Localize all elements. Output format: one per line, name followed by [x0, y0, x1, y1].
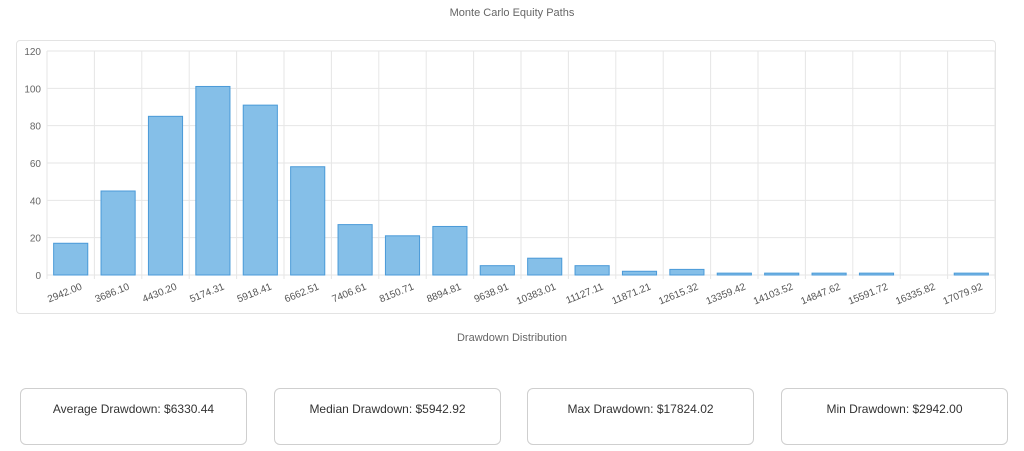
histogram-bar — [147, 115, 184, 276]
x-tick-label: 8894.81 — [425, 281, 463, 305]
histogram-bar — [242, 104, 278, 276]
histogram-bar — [716, 272, 752, 276]
chart-panel: 0 20 40 60 80 100 120 2942.00 3686.10 4430.20 517… — [16, 40, 996, 314]
histogram-bar — [953, 272, 989, 276]
histogram-bar — [574, 265, 610, 276]
x-tick-label: 16335.82 — [894, 281, 937, 307]
histogram-bar — [527, 257, 563, 276]
x-tick-label: 15591.72 — [847, 281, 890, 307]
y-axis-ticks: 0 20 40 60 80 100 120 — [24, 47, 41, 282]
stat-card-max: Max Drawdown: $17824.02 — [527, 388, 754, 445]
y-tick-label: 0 — [35, 271, 41, 282]
histogram-bar — [858, 272, 895, 276]
x-tick-label: 13359.42 — [705, 281, 748, 307]
x-tick-label: 5918.41 — [236, 281, 274, 305]
histogram-chart: 0 20 40 60 80 100 120 2942.00 3686.10 4430.20 517… — [24, 47, 996, 307]
x-axis-ticks: 2942.00 3686.10 4430.20 5174.31 5918.41 6662.… — [46, 281, 985, 307]
bars-layer — [53, 85, 989, 276]
stat-card-average: Average Drawdown: $6330.44 — [20, 388, 247, 445]
histogram-bar — [764, 272, 800, 276]
histogram-bar — [195, 85, 231, 276]
stat-card-min: Min Drawdown: $2942.00 — [781, 388, 1008, 445]
min-drawdown-label: Min Drawdown: $2942.00 — [826, 402, 963, 416]
x-tick-label: 7406.61 — [331, 281, 369, 305]
average-drawdown-label: Average Drawdown: $6330.44 — [52, 402, 215, 416]
x-tick-label: 17079.92 — [942, 281, 985, 307]
x-tick-label: 14103.52 — [752, 281, 795, 307]
histogram-bar — [432, 225, 468, 276]
x-tick-label: 6662.51 — [283, 281, 321, 305]
stats-row: Average Drawdown: $6330.44 Median Drawdo… — [20, 388, 1010, 446]
grid-layer — [46, 50, 996, 279]
chart-subtitle: Drawdown Distribution — [456, 332, 568, 344]
histogram-bar — [337, 224, 373, 276]
stat-card-median: Median Drawdown: $5942.92 — [274, 388, 501, 445]
median-drawdown-label: Median Drawdown: $5942.92 — [309, 402, 466, 416]
x-tick-label: 11127.11 — [564, 281, 605, 306]
x-tick-label: 11871.21 — [611, 281, 654, 307]
y-tick-label: 40 — [30, 196, 42, 207]
x-tick-label: 9638.91 — [473, 281, 511, 305]
y-tick-label: 60 — [30, 159, 42, 170]
histogram-bar — [621, 270, 658, 276]
y-tick-label: 20 — [30, 234, 42, 245]
max-drawdown-label: Max Drawdown: $17824.02 — [567, 402, 714, 416]
x-tick-label: 14847.62 — [799, 281, 842, 307]
histogram-bar — [100, 190, 136, 276]
y-tick-label: 120 — [24, 47, 41, 58]
x-tick-label: 8150.71 — [378, 281, 416, 305]
histogram-bar — [290, 166, 326, 276]
y-tick-label: 100 — [24, 84, 41, 95]
histogram-bar — [53, 242, 89, 276]
x-tick-label: 3686.10 — [94, 281, 132, 305]
histogram-bar — [811, 272, 847, 276]
x-tick-label: 2942.00 — [46, 281, 84, 305]
histogram-bar — [669, 268, 705, 276]
x-tick-label: 10383.01 — [515, 281, 558, 307]
x-tick-label: 12615.32 — [657, 281, 700, 307]
x-tick-label: 5174.31 — [188, 281, 226, 305]
histogram-bar — [479, 265, 515, 276]
x-tick-label: 4430.20 — [141, 281, 179, 305]
y-tick-label: 80 — [30, 122, 42, 133]
chart-title: Monte Carlo Equity Paths — [449, 7, 575, 19]
histogram-bar — [384, 235, 421, 276]
